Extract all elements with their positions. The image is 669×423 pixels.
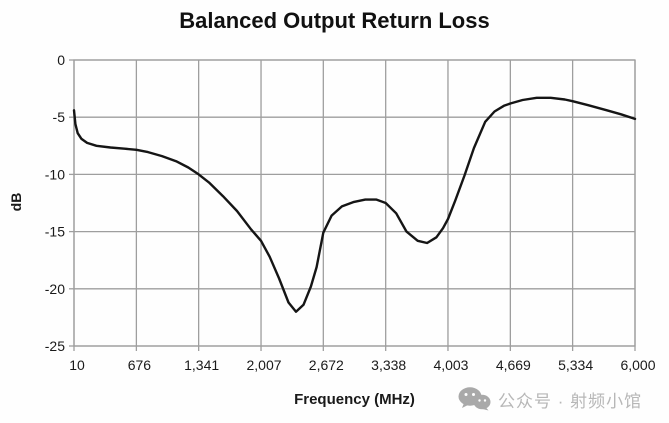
x-tick-label: 1,341 <box>184 357 219 373</box>
chart-title: Balanced Output Return Loss <box>179 8 490 33</box>
x-tick-label: 4,003 <box>433 357 468 373</box>
tick-layer <box>69 59 636 351</box>
x-tick-label: 4,669 <box>496 357 531 373</box>
y-tick-label: -15 <box>45 224 65 240</box>
x-tick-label: 10 <box>69 357 85 373</box>
watermark: 公众号 · 射频小馆 <box>458 383 668 415</box>
return-loss-curve <box>72 96 637 313</box>
x-tick-label: 2,672 <box>309 357 344 373</box>
y-tick-label: 0 <box>57 52 65 68</box>
wechat-icon <box>458 387 491 411</box>
y-tick-label: -20 <box>45 281 65 297</box>
x-tick-label: 6,000 <box>620 357 655 373</box>
y-tick-label: -25 <box>45 338 65 354</box>
x-tick-label: 676 <box>128 357 152 373</box>
x-tick-label: 2,007 <box>247 357 282 373</box>
y-axis-title: dB <box>8 192 24 212</box>
curve-layer <box>72 96 637 313</box>
x-tick-label: 3,338 <box>371 357 406 373</box>
y-tick-label: -5 <box>53 109 66 125</box>
watermark-text: 公众号 · 射频小馆 <box>498 391 643 411</box>
y-axis-title-wrap: dB <box>6 150 26 260</box>
y-tick-label: -10 <box>45 166 65 182</box>
x-tick-label: 5,334 <box>558 357 593 373</box>
plot-border <box>73 59 636 347</box>
grid-layer <box>73 59 636 347</box>
x-axis-title: Frequency (MHz) <box>294 391 415 408</box>
